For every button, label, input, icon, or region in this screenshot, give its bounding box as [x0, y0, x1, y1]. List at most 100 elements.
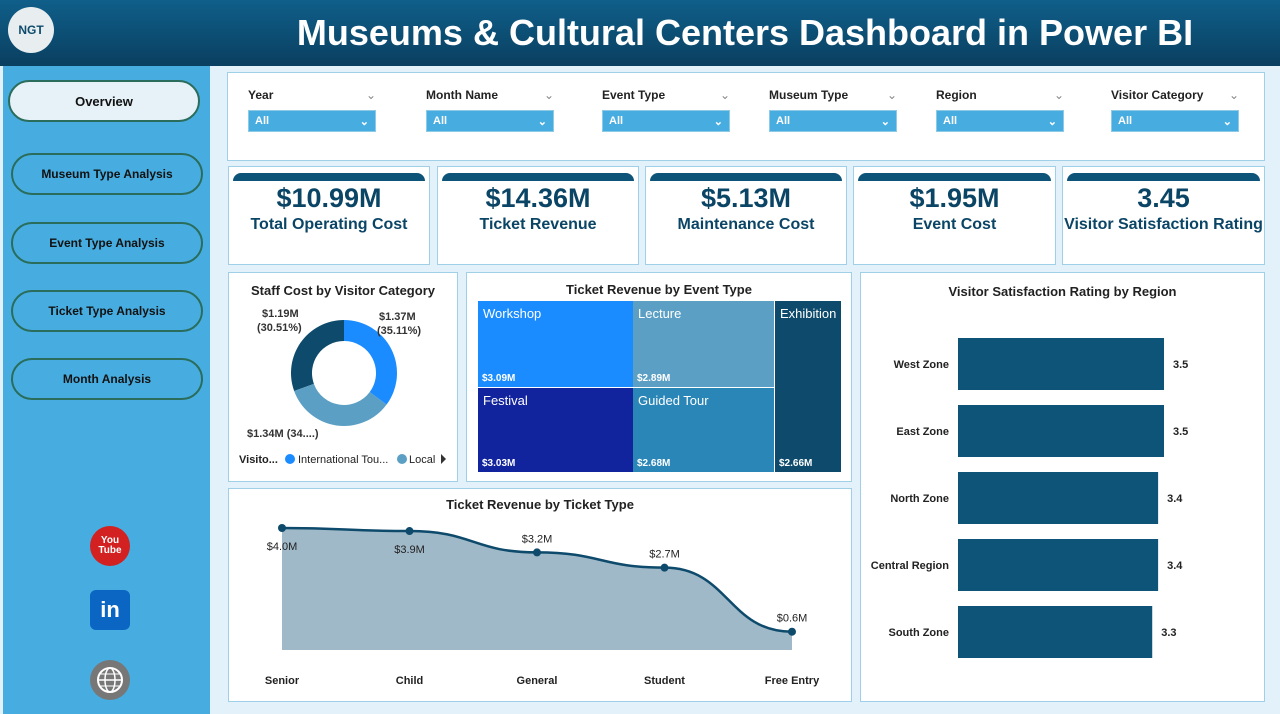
tile-name: Guided Tour: [638, 393, 709, 408]
area-fill: [282, 528, 792, 650]
kpi-accent: [233, 173, 425, 181]
tile-name: Exhibition: [780, 306, 837, 321]
legend-title: Visito...: [239, 454, 278, 466]
nav-ticket-type-analysis[interactable]: Ticket Type Analysis: [11, 290, 203, 332]
legend-marker: [285, 454, 295, 464]
staff-cost-donut-card: Staff Cost by Visitor Category $1.37M (3…: [228, 272, 458, 482]
treemap-tile[interactable]: Guided Tour $2.68M: [633, 388, 774, 472]
slicer-label: Museum Type: [769, 88, 849, 102]
kpi-accent: [1067, 173, 1260, 181]
data-point[interactable]: [788, 627, 796, 636]
slicer-year[interactable]: Year ⌄ All ⌄: [248, 88, 376, 132]
globe-icon[interactable]: [90, 660, 130, 700]
slicer-month-name[interactable]: Month Name ⌄ All ⌄: [426, 88, 554, 132]
ngt-logo: NGT: [8, 7, 54, 53]
chevron-down-icon[interactable]: ⌄: [543, 88, 554, 102]
bar[interactable]: [958, 338, 1164, 390]
slice-pct: (30.51%): [257, 322, 302, 334]
chevron-down-icon[interactable]: ⌄: [365, 88, 376, 102]
bar[interactable]: [958, 539, 1159, 591]
slicer-label: Event Type: [602, 88, 666, 102]
sidebar: Overview Museum Type Analysis Event Type…: [3, 66, 210, 714]
slicer-value: All: [433, 115, 448, 127]
tile-value: $2.66M: [779, 458, 813, 469]
kpi-value: $10.99M: [276, 183, 382, 213]
chevron-down-icon[interactable]: ⌄: [1053, 88, 1064, 102]
slicer-dropdown[interactable]: All ⌄: [1111, 110, 1239, 132]
data-point[interactable]: [278, 524, 286, 532]
bar[interactable]: [958, 472, 1159, 524]
slice-label: $1.19M: [262, 308, 299, 320]
data-label: 3.4: [1167, 560, 1183, 572]
legend-marker: [397, 454, 407, 464]
slicer-dropdown[interactable]: All ⌄: [248, 110, 376, 132]
y-tick-label: North Zone: [890, 493, 949, 505]
nav-event-type-analysis[interactable]: Event Type Analysis: [11, 222, 203, 264]
nav-month-analysis[interactable]: Month Analysis: [11, 358, 203, 400]
youtube-icon[interactable]: You Tube: [90, 526, 130, 566]
page-title: Museums & Cultural Centers Dashboard in …: [296, 12, 1194, 53]
slicer-label: Visitor Category: [1111, 88, 1204, 102]
slicer-dropdown[interactable]: All ⌄: [426, 110, 554, 132]
data-label: $3.9M: [394, 544, 425, 556]
kpi-accent: [442, 173, 634, 181]
slicer-visitor-category[interactable]: Visitor Category ⌄ All ⌄: [1111, 88, 1239, 132]
legend-item[interactable]: International Tou...: [298, 454, 388, 466]
chart-title: Staff Cost by Visitor Category: [251, 283, 435, 298]
x-tick-label: General: [517, 675, 558, 687]
treemap-tile[interactable]: Lecture $2.89M: [633, 301, 774, 387]
chevron-down-icon[interactable]: ⌄: [1228, 88, 1239, 102]
data-label: $0.6M: [777, 613, 808, 625]
chevron-down-icon: ⌄: [713, 116, 723, 128]
slicer-label: Month Name: [426, 88, 498, 102]
y-tick-label: East Zone: [896, 426, 949, 438]
kpi-label: Ticket Revenue: [479, 216, 597, 233]
chevron-down-icon: ⌄: [1222, 116, 1232, 128]
kpi-value: $1.95M: [909, 183, 1000, 213]
linkedin-icon[interactable]: in: [90, 590, 130, 630]
donut-slice[interactable]: [291, 320, 344, 391]
slicer-event-type[interactable]: Event Type ⌄ All ⌄: [602, 88, 730, 132]
y-tick-label: Central Region: [871, 560, 950, 572]
treemap-tile[interactable]: Workshop $3.09M: [478, 301, 633, 387]
donut-chart: $1.37M (35.11%) $1.19M (30.51%) $1.34M (…: [239, 308, 446, 466]
slicer-value: All: [609, 115, 624, 127]
kpi-accent: [650, 173, 842, 181]
kpi-card: $10.99M Total Operating Cost: [228, 166, 430, 265]
legend-next-icon[interactable]: [441, 454, 446, 464]
filter-panel: [227, 72, 1265, 161]
chevron-down-icon[interactable]: ⌄: [886, 88, 897, 102]
bar[interactable]: [958, 405, 1164, 457]
kpi-card: $5.13M Maintenance Cost: [645, 166, 847, 265]
slicer-label: Region: [936, 88, 977, 102]
bar[interactable]: [958, 606, 1153, 658]
kpi-card: $14.36M Ticket Revenue: [437, 166, 639, 265]
data-label: $2.7M: [649, 549, 680, 561]
chart-title: Ticket Revenue by Ticket Type: [446, 497, 634, 512]
data-point[interactable]: [533, 548, 541, 557]
kpi-value: 3.45: [1137, 183, 1190, 213]
nav-overview[interactable]: Overview: [8, 80, 200, 122]
treemap-tile[interactable]: Festival $3.03M: [478, 388, 633, 472]
x-tick-label: Child: [396, 675, 424, 687]
y-tick-label: South Zone: [889, 627, 950, 639]
data-label: 3.5: [1173, 359, 1188, 371]
slicer-dropdown[interactable]: All ⌄: [602, 110, 730, 132]
kpi-card: $1.95M Event Cost: [853, 166, 1056, 265]
legend-item[interactable]: Local: [409, 454, 435, 466]
slicer-museum-type[interactable]: Museum Type ⌄ All ⌄: [769, 88, 897, 132]
tile-value: $3.09M: [482, 373, 516, 384]
data-point[interactable]: [405, 527, 414, 536]
slicer-region[interactable]: Region ⌄ All ⌄: [936, 88, 1064, 132]
data-point[interactable]: [660, 563, 669, 572]
donut-slice[interactable]: [294, 383, 387, 426]
ticket-type-card: Ticket Revenue by Ticket Type $4.0M Senio…: [228, 488, 852, 702]
donut-slice[interactable]: [344, 320, 397, 405]
nav-museum-type-analysis[interactable]: Museum Type Analysis: [11, 153, 203, 195]
chevron-down-icon[interactable]: ⌄: [719, 88, 730, 102]
slicer-dropdown[interactable]: All ⌄: [936, 110, 1064, 132]
data-label: 3.4: [1167, 493, 1183, 505]
treemap-card: Ticket Revenue by Event Type Workshop $3.…: [466, 272, 852, 482]
slicer-dropdown[interactable]: All ⌄: [769, 110, 897, 132]
treemap-tile[interactable]: Exhibition $2.66M: [775, 301, 841, 472]
